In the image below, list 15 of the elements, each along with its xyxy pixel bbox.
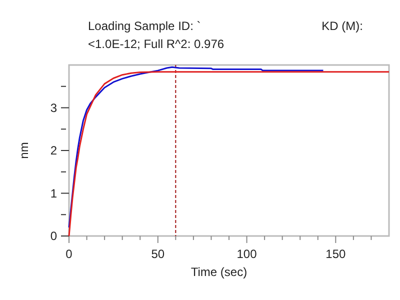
y-tick-label: 2 [50,144,58,158]
line-series [68,66,324,228]
chart-subtitle: <1.0E-12; Full R^2: 0.976 [88,37,224,51]
y-tick-label: 0 [50,229,58,243]
line-series [68,71,390,237]
x-tick-label: 100 [236,247,258,261]
y-tick-label: 1 [50,186,58,200]
y-tick-label: 3 [50,100,58,115]
y-axis-title: nm [17,142,31,159]
x-tick-label: 50 [151,247,165,261]
x-tick-label: 150 [326,247,346,261]
text: KD (M): [322,19,363,33]
x-axis-title: Time (sec) [190,265,248,279]
x-tick-label: 0 [66,247,73,261]
chart-title: Loading Sample ID: ` [88,19,201,33]
